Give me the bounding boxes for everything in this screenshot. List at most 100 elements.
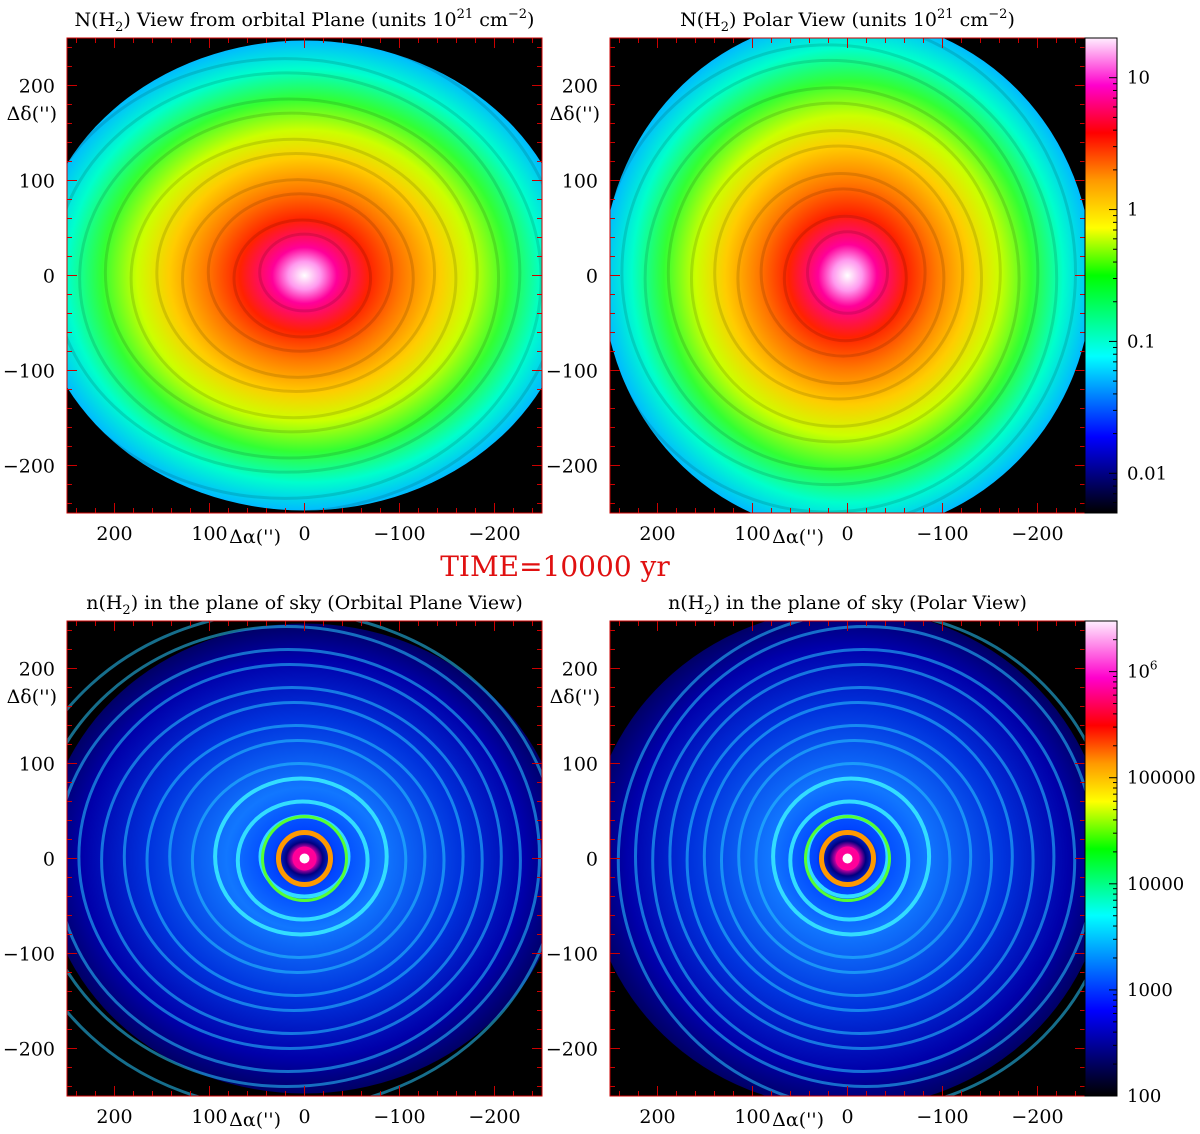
shell-arc [759, 187, 927, 358]
colorbar-tick-label: 10000 [1127, 874, 1184, 895]
shell-arc [77, 663, 503, 1050]
shell-arc [737, 739, 973, 974]
shell-arc [67, 57, 542, 500]
time-label: TIME=10000 yr [440, 550, 670, 583]
x-tick-label: 0 [841, 523, 853, 545]
x-tick-label: 100 [191, 1106, 227, 1128]
y-tick-label: −200 [3, 1039, 55, 1061]
y-tick-label: −100 [3, 361, 55, 383]
emission-map [67, 40, 542, 511]
heatmap-image [610, 38, 1085, 513]
shell-arc [616, 621, 1085, 1096]
x-tick-label: −200 [468, 1106, 520, 1128]
shell-arc [155, 151, 437, 394]
y-tick-label: 200 [19, 659, 55, 681]
panel-2: 200 100 0 −100 −200 200 100 0 −100 −200 Δα('') Δδ('… [546, 7, 1086, 548]
colorbar-tick-label: 100000 [1127, 768, 1196, 789]
x-tick-label: 200 [96, 1106, 132, 1128]
shell-arc [668, 663, 1056, 1050]
shell-arc [806, 230, 889, 315]
heatmap-image [67, 38, 542, 513]
shell-arc [720, 724, 993, 997]
x-tick-label: 200 [639, 523, 675, 545]
y-axis-label: Δδ('') [7, 686, 57, 708]
shell-arc [666, 101, 1002, 444]
shell-arc [782, 214, 908, 343]
x-tick-label: 100 [191, 523, 227, 545]
x-tick-label: −200 [1011, 523, 1063, 545]
shell-arc [754, 762, 952, 959]
shell-arc [610, 43, 1059, 513]
y-axis-label: Δδ('') [7, 103, 57, 125]
shell-arc [634, 625, 1085, 1088]
x-tick-label: −200 [1011, 1106, 1063, 1128]
shell-arc [258, 232, 351, 313]
colorbar-tick-label: 100 [1127, 1086, 1161, 1107]
inner-ring [276, 830, 333, 887]
colorbar-tick-label: 0.1 [1127, 331, 1156, 352]
x-tick-label: 200 [96, 523, 132, 545]
panel-title: n(H2) in the plane of sky (Polar View) [668, 592, 1027, 618]
y-tick-label: −100 [546, 944, 598, 966]
colorbar-tick-label: 1 [1127, 200, 1138, 221]
x-tick-label: −100 [916, 1106, 968, 1128]
colorbar-tick-label: 1000 [1127, 980, 1173, 1001]
panel-1: 200 100 0 −100 −200 200 100 0 −100 −200 Δα('') Δδ('… [3, 7, 543, 548]
x-tick-label: −100 [373, 1106, 425, 1128]
y-axis-label: Δδ('') [550, 103, 600, 125]
shell-arc [129, 137, 458, 420]
shell-arc [168, 739, 427, 974]
y-tick-label: 0 [586, 266, 598, 288]
panel-4: 200 100 0 −100 −200 200 100 0 −100 −200 Δα('') Δδ('… [546, 592, 1086, 1131]
shell-arc [232, 218, 373, 339]
x-tick-label: −100 [373, 523, 425, 545]
y-tick-label: 100 [562, 754, 598, 776]
x-tick-label: −100 [916, 523, 968, 545]
x-tick-label: 0 [841, 1106, 853, 1128]
y-tick-label: 0 [43, 849, 55, 871]
y-tick-label: 0 [586, 849, 598, 871]
shell-arc [643, 86, 1021, 471]
colorbar-ramp [1084, 620, 1118, 1097]
y-axis-label: Δδ('') [550, 686, 600, 708]
heatmap-image [610, 621, 1085, 1096]
shell-arc [235, 799, 370, 922]
y-tick-label: −200 [546, 456, 598, 478]
x-tick-label: 100 [734, 1106, 770, 1128]
shell-arc [190, 762, 408, 959]
y-tick-label: 100 [562, 171, 598, 193]
panel-title: N(H2) Polar View (units 1021 cm−2) [680, 7, 1015, 35]
core [842, 853, 853, 864]
shell-arc [713, 144, 965, 401]
shell-arc [145, 724, 446, 997]
x-axis-label: Δα('') [229, 526, 281, 548]
y-tick-label: −200 [3, 456, 55, 478]
y-tick-label: 0 [43, 266, 55, 288]
shell-arc [181, 178, 415, 379]
shell-arc [67, 625, 541, 1088]
x-tick-label: 200 [639, 1106, 675, 1128]
x-axis-label: Δα('') [772, 526, 824, 548]
shell-arc [100, 686, 484, 1035]
x-axis-label: Δα('') [229, 1109, 281, 1131]
inner-ring [819, 830, 876, 887]
x-axis-label: Δα('') [772, 1109, 824, 1131]
shell-arc [702, 701, 1014, 1012]
core [299, 853, 310, 864]
y-tick-label: 200 [562, 76, 598, 98]
colorbar-tick-label: 10 [1127, 68, 1150, 89]
emission-map [610, 38, 1085, 513]
panel-3: 200 100 0 −100 −200 200 100 0 −100 −200 Δα('') Δδ('… [3, 592, 543, 1131]
colorbar: 106 100000 10000 1000 100 [1084, 620, 1196, 1107]
heatmap-image [67, 621, 542, 1096]
shell-arc [771, 776, 932, 937]
shell-arc [690, 129, 983, 428]
y-tick-label: −100 [3, 944, 55, 966]
shell-arc [685, 686, 1035, 1035]
y-tick-label: 200 [19, 76, 55, 98]
y-tick-label: 100 [19, 171, 55, 193]
x-tick-label: 100 [734, 523, 770, 545]
shell-arc [78, 97, 501, 460]
colorbar-ramp [1084, 37, 1118, 514]
